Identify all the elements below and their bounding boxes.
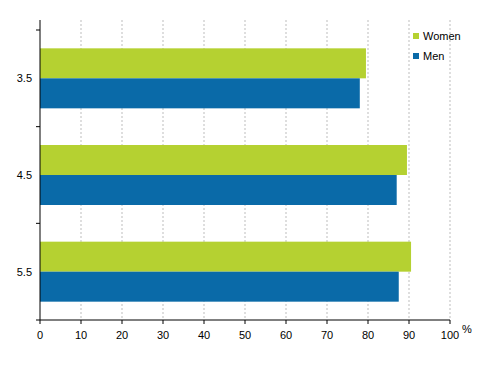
tick-label: 30: [157, 329, 169, 341]
bar: [40, 78, 360, 108]
tick-label: 60: [280, 329, 292, 341]
grid-line: [409, 20, 410, 320]
category-tick: [36, 320, 40, 321]
category-label: 5.5: [17, 266, 32, 278]
bar: [40, 272, 399, 302]
legend-swatch: [413, 53, 419, 59]
legend-swatch: [413, 33, 419, 39]
tick-mark: [450, 320, 451, 324]
tick-mark: [204, 320, 205, 324]
chart: 3.5 4.5 5.5 0 10 20 30 40 50 60 70 80 90 100% Women Men: [0, 0, 491, 367]
tick-label: 70: [321, 329, 333, 341]
y-axis: [40, 20, 41, 320]
tick-mark: [40, 320, 41, 324]
tick-label: 0: [37, 329, 43, 341]
tick-mark: [327, 320, 328, 324]
legend-label: Women: [423, 30, 461, 42]
bar: [40, 48, 366, 78]
category-label: 3.5: [17, 72, 32, 84]
tick-label: 20: [116, 329, 128, 341]
tick-label: 40: [198, 329, 210, 341]
tick-label: 10: [75, 329, 87, 341]
tick-mark: [368, 320, 369, 324]
tick-mark: [81, 320, 82, 324]
legend-label: Men: [423, 50, 444, 62]
category-tick: [36, 223, 40, 224]
grid-line: [450, 20, 451, 320]
category-label: 4.5: [17, 169, 32, 181]
bar: [40, 145, 407, 175]
tick-mark: [409, 320, 410, 324]
category-tick: [36, 30, 40, 31]
category-tick: [36, 126, 40, 127]
tick-label: 90: [403, 329, 415, 341]
tick-mark: [286, 320, 287, 324]
bar: [40, 175, 397, 205]
axis-label: %: [462, 323, 472, 335]
tick-mark: [245, 320, 246, 324]
tick-label: 100: [441, 329, 459, 341]
tick-label: 50: [239, 329, 251, 341]
bars: [40, 48, 411, 301]
tick-label: 80: [362, 329, 374, 341]
tick-mark: [163, 320, 164, 324]
tick-mark: [122, 320, 123, 324]
bar: [40, 242, 411, 272]
